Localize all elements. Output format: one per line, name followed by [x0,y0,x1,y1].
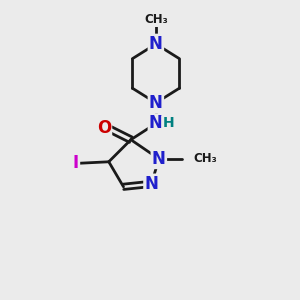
Text: O: O [97,119,111,137]
Text: N: N [152,150,166,168]
Text: N: N [149,115,163,133]
Text: N: N [145,175,158,193]
Text: CH₃: CH₃ [144,13,168,26]
Text: N: N [149,94,163,112]
Text: CH₃: CH₃ [194,152,217,165]
Text: I: I [73,154,79,172]
Text: N: N [149,35,163,53]
Text: H: H [162,116,174,130]
